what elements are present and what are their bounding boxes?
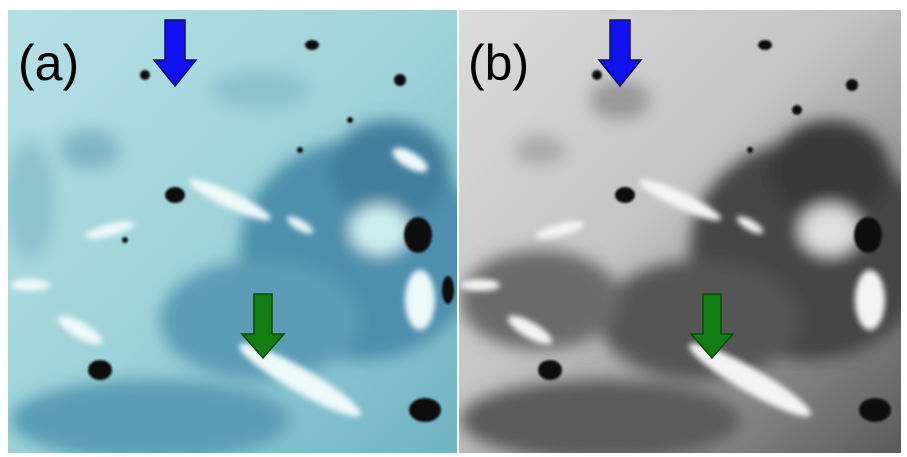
green-arrow	[240, 293, 286, 360]
panel-label: (b)	[468, 35, 529, 91]
blue-arrow	[597, 19, 643, 88]
blue-arrow	[152, 19, 198, 88]
green-arrow	[689, 293, 735, 360]
panel-a-image	[8, 10, 457, 453]
panel-b-image	[459, 10, 901, 453]
panel-label: (a)	[18, 35, 79, 91]
